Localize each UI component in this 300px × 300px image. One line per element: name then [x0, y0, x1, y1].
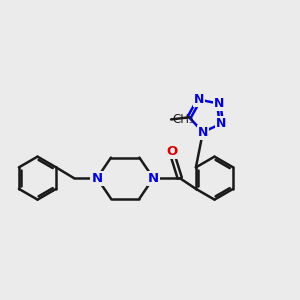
Text: N: N	[92, 172, 103, 184]
Text: N: N	[148, 172, 159, 184]
Text: N: N	[198, 126, 208, 139]
Text: N: N	[214, 97, 224, 110]
Text: CH₃: CH₃	[173, 113, 194, 126]
Text: N: N	[216, 117, 226, 130]
Text: N: N	[194, 93, 204, 106]
Text: O: O	[166, 145, 177, 158]
